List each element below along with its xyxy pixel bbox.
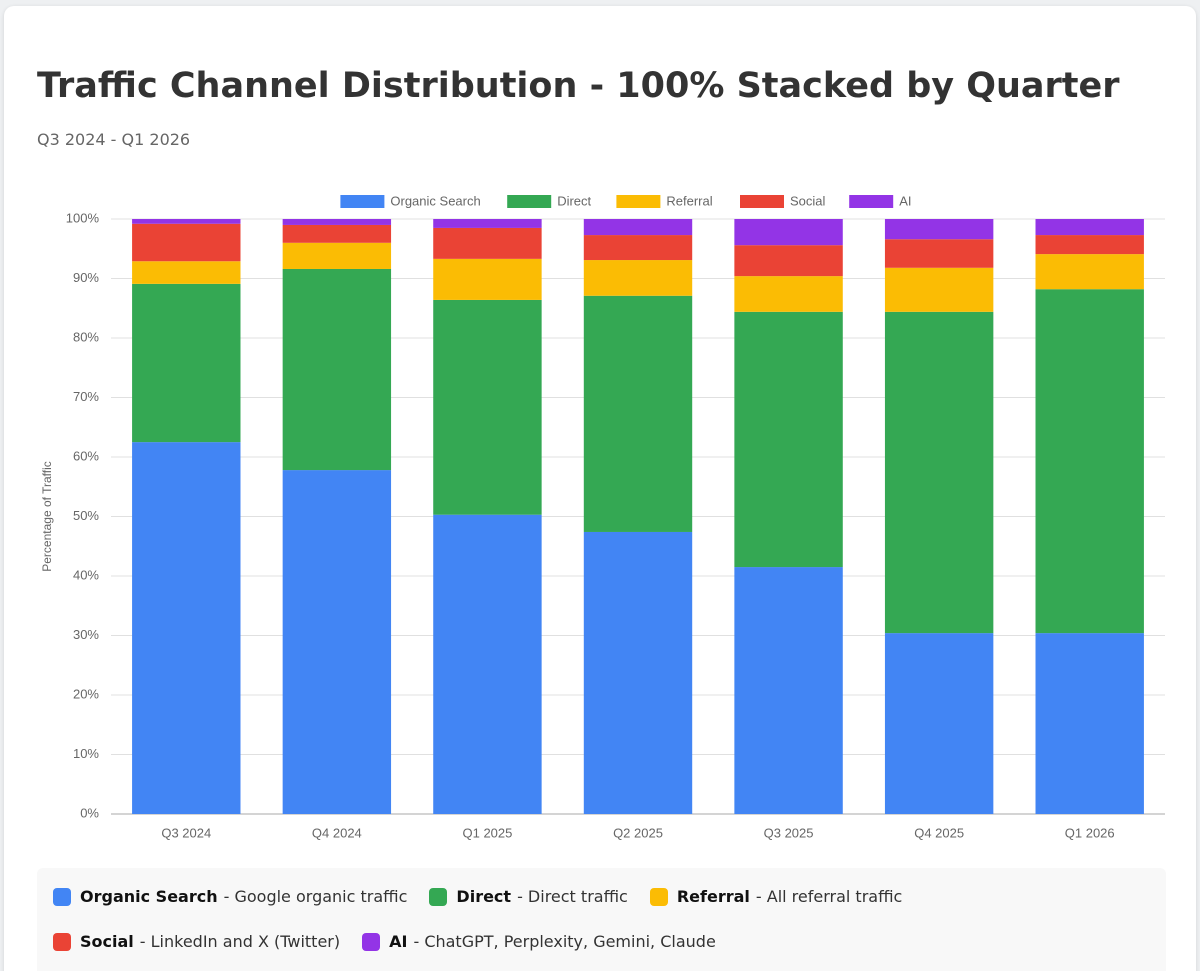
legend-note: Referral - All referral traffic <box>649 885 903 908</box>
legend-note-name: AI <box>389 932 408 951</box>
legend-note-text: - LinkedIn and X (Twitter) <box>139 932 341 951</box>
y-tick-label: 80% <box>73 329 99 344</box>
y-tick-label: 20% <box>73 686 99 701</box>
chart-title: Traffic Channel Distribution - 100% Stac… <box>37 66 1120 106</box>
bar-segment <box>132 442 241 814</box>
chart-subtitle: Q3 2024 - Q1 2026 <box>37 130 191 149</box>
legend-label: Social <box>790 193 826 208</box>
y-tick-label: 100% <box>66 210 100 225</box>
x-tick-label: Q1 2025 <box>462 825 512 840</box>
y-tick-label: 70% <box>73 389 99 404</box>
x-tick-label: Q4 2024 <box>312 825 362 840</box>
bar-segment <box>884 633 994 814</box>
bar-segment <box>1035 235 1144 255</box>
bar-segment <box>583 235 693 261</box>
bar-segment <box>734 245 843 277</box>
bar-segment <box>734 219 843 246</box>
bar-segment <box>282 219 392 225</box>
bar-segment <box>884 311 994 634</box>
x-tick-label: Q3 2025 <box>764 825 814 840</box>
legend-note-name: Referral <box>676 887 750 906</box>
legend-note-list: Organic Search - Google organic traffic Di… <box>53 885 903 953</box>
x-tick-label: Q3 2024 <box>161 825 211 840</box>
legend-note: Organic Search - Google organic traffic <box>53 885 407 908</box>
legend-note-name: Direct <box>456 887 512 906</box>
legend-notes: Organic Search - Google organic traffic Di… <box>37 868 1166 971</box>
legend-note-swatch <box>429 887 448 906</box>
bar-segment <box>282 268 392 471</box>
y-tick-label: 60% <box>73 448 99 463</box>
y-axis-label: Percentage of Traffic <box>40 461 54 572</box>
bar-segment <box>583 260 693 296</box>
legend-note-swatch <box>649 887 668 906</box>
legend-note-swatch <box>53 887 71 906</box>
bar-segment <box>132 223 241 262</box>
legend-note-name: Social <box>80 932 134 951</box>
bar-segment <box>282 224 392 243</box>
y-tick-label: 90% <box>73 270 99 285</box>
bar-segment <box>884 239 994 268</box>
bar-segment <box>1035 633 1144 814</box>
bar-segment <box>433 227 542 259</box>
legend-note-text: - All referral traffic <box>755 887 903 906</box>
bar-segment <box>433 258 542 300</box>
legend-swatch <box>616 195 661 208</box>
bar-segment <box>734 311 843 568</box>
y-tick-label: 50% <box>73 508 99 523</box>
legend-label: Direct <box>557 193 591 208</box>
legend-swatch <box>507 195 552 208</box>
bar-segment <box>583 295 693 532</box>
bar-segment <box>433 219 542 228</box>
bar-segment <box>583 219 693 236</box>
legend-label: AI <box>899 193 911 208</box>
legend-note: Direct - Direct traffic <box>429 885 628 908</box>
legend-note-text: - ChatGPT, Perplexity, Gemini, Claude <box>413 932 716 951</box>
bar-segment <box>282 470 392 814</box>
legend-note-swatch <box>53 932 71 951</box>
bar-segment <box>132 283 241 443</box>
bar-segment <box>433 299 542 515</box>
bar-segment <box>282 242 392 269</box>
bar-segment <box>1035 254 1144 290</box>
legend-label: Referral <box>666 193 712 208</box>
bar-segment <box>583 531 693 814</box>
legend-note-name: Organic Search <box>80 887 218 906</box>
chart: 0% 10% 20% 30% 40% 50% 60% 70% 80% 90% 100% Percent… <box>40 193 1165 840</box>
bar-segment <box>1035 219 1144 236</box>
bar-segment <box>734 567 843 814</box>
bar-segment <box>884 219 994 240</box>
bar-segment <box>433 514 542 814</box>
y-tick-label: 10% <box>73 746 99 761</box>
legend-swatch <box>849 195 894 208</box>
legend-note: Social - LinkedIn and X (Twitter) <box>53 930 340 953</box>
y-tick-label: 0% <box>80 805 99 820</box>
legend-label: Organic Search <box>390 193 480 208</box>
y-tick-label: 30% <box>73 627 99 642</box>
bar-segment <box>1035 289 1144 634</box>
x-tick-label: Q2 2025 <box>613 825 663 840</box>
x-tick-label: Q1 2026 <box>1065 825 1115 840</box>
legend-note-swatch <box>362 932 381 951</box>
bar-segment <box>884 267 994 312</box>
bar-segment <box>132 219 241 224</box>
x-tick-label: Q4 2025 <box>914 825 964 840</box>
legend-note-text: - Direct traffic <box>517 887 628 906</box>
legend-note: AI - ChatGPT, Perplexity, Gemini, Claude <box>362 930 716 953</box>
y-tick-label: 40% <box>73 567 99 582</box>
bar-segment <box>734 276 843 312</box>
legend-swatch <box>740 195 784 208</box>
bar-segment <box>132 261 241 284</box>
legend-note-text: - Google organic traffic <box>223 887 408 906</box>
legend-swatch <box>340 195 385 208</box>
